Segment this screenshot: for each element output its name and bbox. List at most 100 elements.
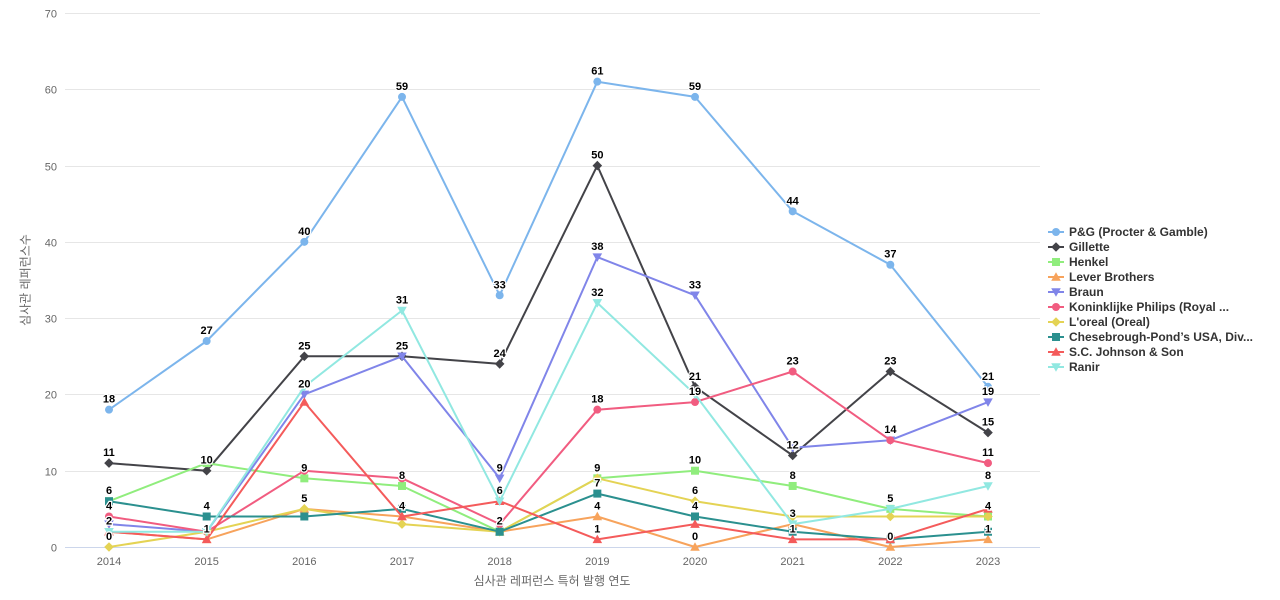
data-point[interactable]	[300, 237, 309, 246]
data-point[interactable]	[983, 504, 993, 513]
data-point[interactable]	[690, 519, 700, 528]
legend-item-10[interactable]: Ranir	[1048, 359, 1253, 374]
data-point[interactable]	[983, 511, 993, 522]
data-point[interactable]	[593, 405, 602, 414]
data-point[interactable]	[691, 512, 699, 521]
data-point[interactable]	[983, 534, 993, 544]
data-point[interactable]	[983, 482, 993, 491]
data-point[interactable]	[592, 511, 603, 521]
data-point[interactable]	[299, 390, 310, 400]
data-point[interactable]	[885, 505, 896, 514]
data-point[interactable]	[397, 519, 407, 529]
data-point[interactable]	[690, 390, 700, 400]
data-point[interactable]	[593, 77, 602, 86]
data-label: 59	[396, 81, 408, 93]
data-point[interactable]	[690, 542, 700, 551]
data-point[interactable]	[299, 351, 310, 362]
legend-item-7[interactable]: L'oreal (Oreal)	[1048, 314, 1253, 329]
data-point[interactable]	[787, 450, 798, 461]
data-point[interactable]	[691, 92, 699, 101]
data-point[interactable]	[984, 382, 992, 391]
data-point[interactable]	[983, 427, 993, 438]
data-point[interactable]	[105, 405, 113, 414]
data-label: 0	[692, 531, 698, 543]
data-point[interactable]	[984, 527, 992, 536]
data-point[interactable]	[787, 520, 798, 529]
data-point[interactable]	[885, 366, 896, 377]
data-point[interactable]	[300, 474, 309, 483]
data-point[interactable]	[104, 520, 114, 529]
data-point[interactable]	[495, 291, 504, 300]
x-tick-label: 2019	[585, 556, 609, 568]
series-line	[108, 401, 989, 541]
data-point[interactable]	[299, 397, 310, 406]
data-point[interactable]	[592, 160, 603, 171]
data-point[interactable]	[300, 512, 309, 521]
data-point[interactable]	[202, 459, 211, 468]
data-point[interactable]	[592, 473, 603, 484]
data-point[interactable]	[690, 382, 700, 392]
legend-item-2[interactable]: Gillette	[1048, 239, 1253, 254]
data-point[interactable]	[300, 466, 309, 475]
legend-item-4[interactable]: Lever Brothers	[1048, 269, 1253, 284]
legend-item-1[interactable]: P&G (Procter & Gamble)	[1048, 224, 1253, 239]
data-point[interactable]	[494, 497, 505, 507]
data-point[interactable]	[787, 444, 798, 453]
data-point[interactable]	[299, 383, 310, 392]
data-point[interactable]	[201, 534, 212, 544]
data-point[interactable]	[788, 367, 797, 376]
data-point[interactable]	[495, 520, 504, 529]
data-point[interactable]	[691, 466, 699, 475]
data-point[interactable]	[397, 511, 407, 521]
data-point[interactable]	[593, 489, 602, 498]
x-tick-label: 2016	[292, 556, 316, 568]
legend-item-6[interactable]: Koninklijke Philips (Royal ...	[1048, 299, 1253, 314]
data-point[interactable]	[788, 207, 797, 216]
data-point[interactable]	[984, 459, 992, 468]
data-point[interactable]	[788, 481, 797, 490]
data-point[interactable]	[104, 458, 114, 468]
data-point[interactable]	[885, 534, 896, 544]
data-point[interactable]	[104, 542, 114, 552]
data-point[interactable]	[886, 260, 895, 269]
data-label: 6	[497, 485, 503, 497]
data-point[interactable]	[398, 504, 406, 513]
legend-item-8[interactable]: Chesebrough-Pond’s USA, Div...	[1048, 329, 1253, 344]
legend: P&G (Procter & Gamble) Gillette Henkel Leve…	[1048, 224, 1253, 374]
legend-item-9[interactable]: S.C. Johnson & Son	[1048, 344, 1253, 359]
y-tick-label: 70	[45, 9, 57, 21]
data-point[interactable]	[787, 511, 798, 522]
data-point[interactable]	[690, 291, 700, 301]
data-point[interactable]	[788, 527, 797, 536]
data-point[interactable]	[885, 511, 896, 522]
data-point[interactable]	[201, 527, 212, 537]
data-point[interactable]	[885, 542, 896, 551]
data-point[interactable]	[105, 512, 113, 521]
data-point[interactable]	[592, 253, 603, 262]
data-point[interactable]	[691, 398, 699, 407]
data-point[interactable]	[690, 496, 700, 507]
data-point[interactable]	[299, 504, 310, 514]
data-point[interactable]	[201, 465, 212, 476]
data-point[interactable]	[886, 436, 895, 445]
data-point[interactable]	[397, 306, 407, 316]
data-point[interactable]	[202, 512, 211, 521]
data-point[interactable]	[105, 497, 113, 506]
legend-item-3[interactable]: Henkel	[1048, 254, 1253, 269]
data-point[interactable]	[202, 337, 211, 346]
square-legend-icon	[1048, 332, 1064, 341]
data-point[interactable]	[787, 534, 798, 544]
data-point[interactable]	[397, 352, 407, 362]
data-point[interactable]	[592, 534, 603, 544]
data-point[interactable]	[398, 92, 406, 101]
data-point[interactable]	[398, 481, 406, 490]
data-point[interactable]	[494, 359, 505, 369]
data-point[interactable]	[494, 474, 505, 484]
square-legend-icon	[1048, 257, 1064, 266]
data-point[interactable]	[398, 474, 406, 483]
data-point[interactable]	[104, 527, 114, 537]
data-point[interactable]	[495, 527, 504, 536]
data-point[interactable]	[983, 398, 993, 407]
data-point[interactable]	[592, 299, 603, 308]
legend-item-5[interactable]: Braun	[1048, 284, 1253, 299]
